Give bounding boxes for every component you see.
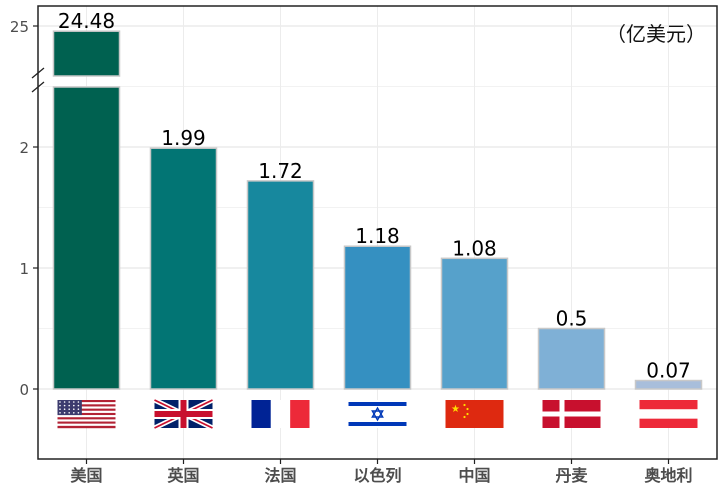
bar [52, 86, 121, 390]
bar [343, 245, 412, 390]
value-label: 1.72 [258, 159, 303, 183]
bar [440, 257, 509, 390]
x-axis: 美国 英国 法国 以色列 中国 丹麦 奥地利 [70, 459, 693, 485]
denmark-flag [542, 400, 601, 428]
flag-row: ★ [57, 397, 698, 431]
value-labels: 24.48 1.99 1.72 1.18 1.08 0.5 0.07 [58, 9, 691, 382]
bar [52, 30, 121, 77]
bar [537, 327, 606, 390]
y-tick-label: 1 [19, 260, 29, 278]
israel-flag [348, 400, 407, 428]
x-tick-label: 中国 [458, 466, 490, 485]
value-label: 0.5 [556, 307, 588, 331]
x-tick-label: 美国 [70, 466, 102, 485]
value-label: 1.18 [355, 224, 400, 248]
uk-flag [153, 397, 214, 431]
x-tick-label: 奥地利 [644, 466, 692, 485]
x-tick-label: 法国 [264, 466, 296, 485]
x-tick-label: 英国 [166, 466, 199, 485]
value-label: 1.08 [452, 236, 497, 260]
bars [52, 30, 703, 390]
china-flag: ★ [445, 400, 504, 428]
x-tick-label: 丹麦 [555, 466, 588, 485]
plot-frame [37, 5, 718, 460]
y-axis: 0 1 2 25 [10, 18, 45, 399]
unit-label: （亿美元） [606, 22, 706, 46]
austria-flag [639, 400, 698, 428]
bar [246, 180, 315, 390]
value-label: 0.07 [646, 359, 691, 383]
svg-text:★: ★ [451, 404, 460, 415]
y-tick-label: 25 [10, 18, 29, 36]
value-label: 24.48 [58, 9, 115, 33]
y-tick-label: 0 [19, 381, 29, 399]
bar [634, 379, 703, 390]
france-flag [251, 400, 310, 428]
x-tick-label: 以色列 [353, 466, 401, 485]
bar [149, 147, 218, 390]
value-label: 1.99 [161, 126, 206, 150]
us-flag [57, 400, 116, 429]
y-tick-label: 2 [19, 139, 29, 157]
